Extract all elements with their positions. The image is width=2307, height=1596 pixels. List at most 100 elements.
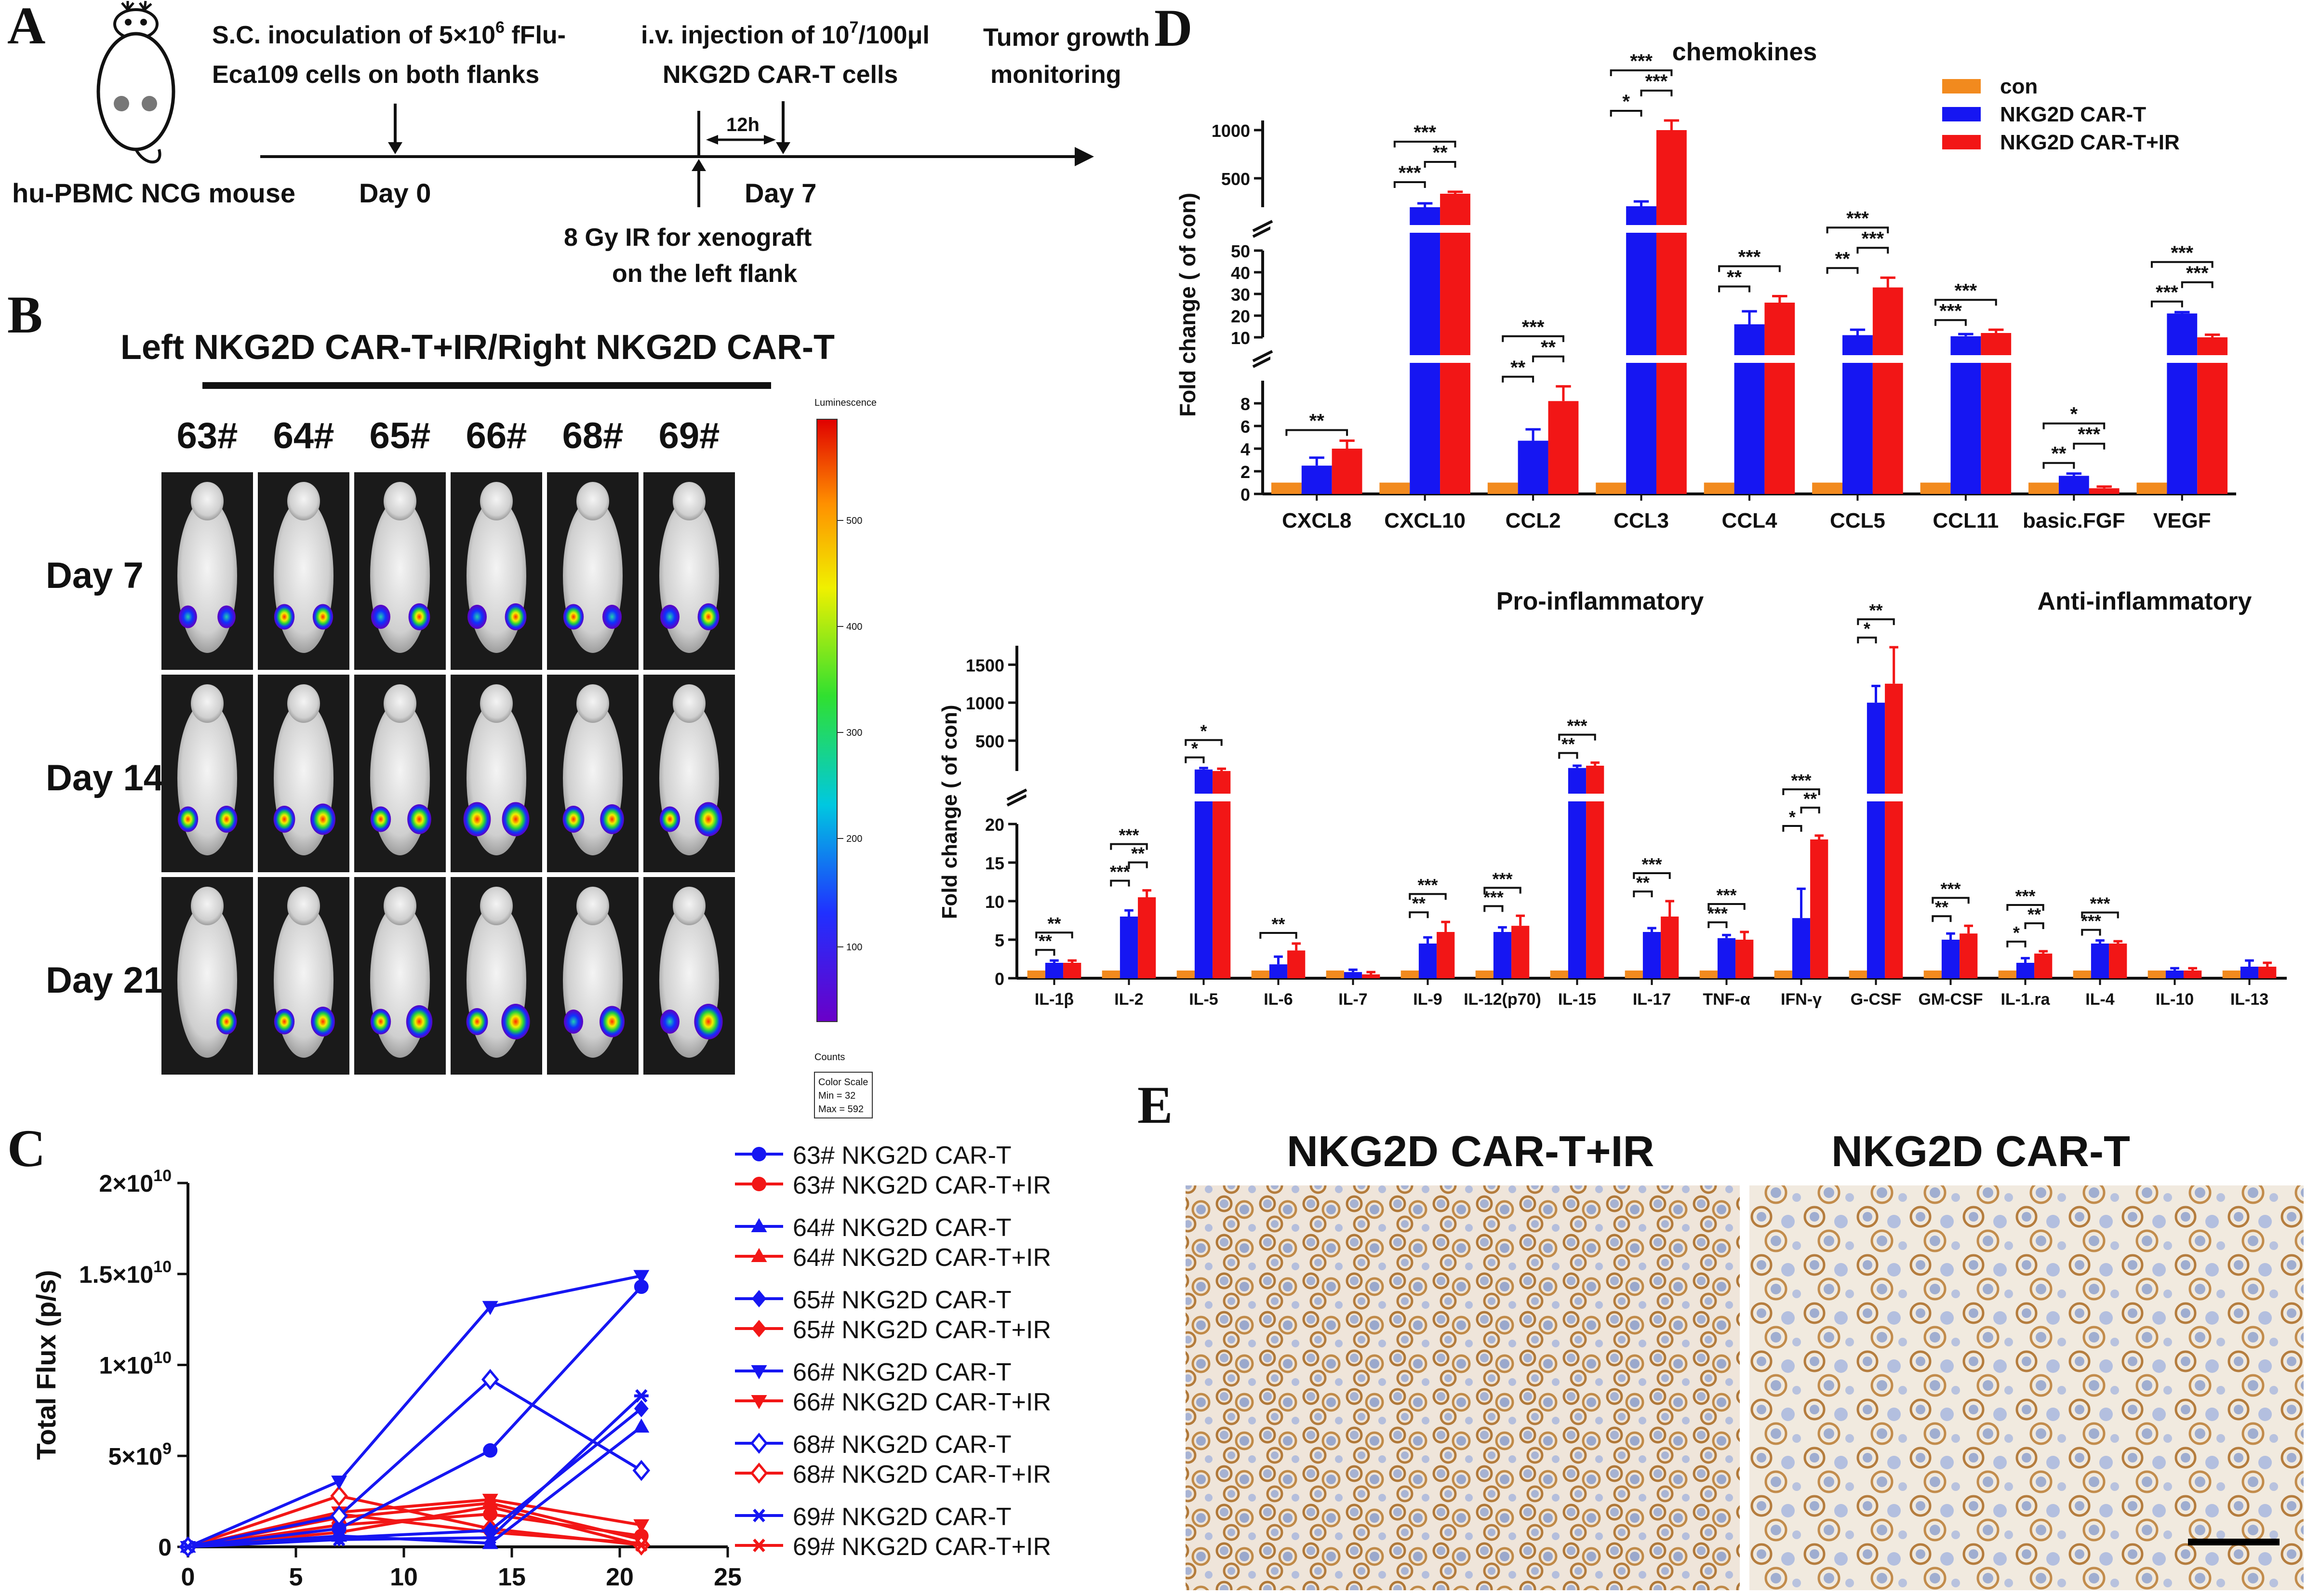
y-tick-label: 30 xyxy=(1231,285,1250,305)
legend-label: 63# NKG2D CAR-T+IR xyxy=(793,1171,1051,1199)
bli-image xyxy=(451,472,542,670)
axis-break xyxy=(1252,350,1273,362)
bar-car xyxy=(2167,313,2198,494)
legend-label: NKG2D CAR-T+IR xyxy=(2000,131,2180,154)
significance-label: *** xyxy=(1846,208,1869,229)
bar-car xyxy=(1792,918,1811,978)
significance-label: ** xyxy=(1510,357,1526,378)
significance-label: * xyxy=(1789,807,1796,827)
category-label: IL-12(p70) xyxy=(1464,990,1541,1009)
significance-label: *** xyxy=(1955,280,1977,301)
significance-label: *** xyxy=(1791,771,1811,790)
marker-triangle-down xyxy=(482,1301,498,1315)
mouse-head xyxy=(576,482,609,520)
bar-car xyxy=(1418,944,1437,978)
arrow-left-icon xyxy=(706,135,718,145)
bar-car xyxy=(2058,476,2089,494)
bar-con xyxy=(1326,971,1344,978)
significance-label: * xyxy=(1200,721,1207,741)
significance-bracket xyxy=(1558,752,1578,759)
panel-letter-d: D xyxy=(1154,0,1192,57)
significance-label: *** xyxy=(1119,825,1139,845)
significance-bracket xyxy=(1409,893,1447,900)
break-gap xyxy=(1624,794,1680,801)
bar-car xyxy=(2165,971,2184,978)
significance-label: *** xyxy=(1645,71,1668,92)
significance-bracket xyxy=(2150,261,2214,268)
marker-star-stroke xyxy=(182,1540,194,1554)
significance-label: *** xyxy=(1567,716,1587,736)
significance-bracket xyxy=(2081,929,2101,936)
significance-label: * xyxy=(1622,91,1630,112)
y-tick-exp: 9 xyxy=(162,1439,172,1458)
panel-letter-b: B xyxy=(7,285,42,344)
marker-star xyxy=(332,1532,347,1546)
bar-car xyxy=(1194,769,1213,978)
mouse-head xyxy=(480,482,513,520)
marker-triangle-down xyxy=(331,1476,347,1490)
mouse-id-68: 68# xyxy=(562,415,624,456)
colorbar-tick-label: 200 xyxy=(846,834,862,844)
break-gap xyxy=(1595,355,1688,363)
y-tick-label: 8 xyxy=(1240,394,1250,414)
y-tick-base: 1.5×10 xyxy=(79,1261,153,1288)
marker-star-stroke xyxy=(753,1539,765,1552)
bli-image xyxy=(643,472,735,670)
y-axis-label: Total Flux (p/s) xyxy=(31,1270,61,1460)
significance-bracket xyxy=(1424,161,1456,168)
mouse-id-69: 69# xyxy=(659,415,720,456)
left-tumor-signal xyxy=(370,806,391,832)
left-tumor-signal xyxy=(562,806,585,833)
bar-car xyxy=(1734,324,1765,494)
mouse-id-63: 63# xyxy=(177,415,238,456)
y-tick-label: 10 xyxy=(1231,328,1250,348)
bar-carir xyxy=(2034,953,2053,978)
y-axis-label: Fold change ( of con) xyxy=(1175,193,1200,417)
marker-diamond-open xyxy=(750,1463,768,1484)
break-gap xyxy=(1922,794,1979,801)
axis-break xyxy=(1252,226,1273,238)
ihc-label-left: NKG2D CAR-T+IR xyxy=(1287,1128,1654,1176)
significance-bracket xyxy=(1185,739,1223,746)
marker-diamond-open xyxy=(330,1485,348,1507)
break-gap xyxy=(1698,794,1755,801)
significance-label: *** xyxy=(1707,904,1728,923)
panel-a: A hu-PBMC NCG mouse S.C. inoculation of … xyxy=(7,0,1150,288)
chemokine-legend: con NKG2D CAR-T NKG2D CAR-T+IR xyxy=(1942,75,2180,154)
bar-carir xyxy=(1287,950,1306,978)
legend-label: NKG2D CAR-T xyxy=(2000,103,2146,126)
left-tumor-signal xyxy=(660,605,680,629)
significance-label: ** xyxy=(1309,411,1325,432)
significance-bracket xyxy=(1532,355,1564,362)
bar-car xyxy=(1518,440,1548,494)
significance-label: *** xyxy=(1483,887,1504,907)
category-label: basic.FGF xyxy=(2023,509,2125,532)
y-tick-label: 4 xyxy=(1240,439,1250,459)
day7-label: Day 7 xyxy=(745,178,816,208)
mouse-head xyxy=(191,887,224,925)
left-tumor-signal xyxy=(179,605,197,628)
bar-car xyxy=(2016,963,2035,978)
bar-car xyxy=(1344,972,1362,978)
bar-con xyxy=(2073,971,2091,978)
legend-swatch-carir xyxy=(1942,135,1981,149)
significance-bracket xyxy=(1110,843,1148,850)
mouse-id-65: 65# xyxy=(370,415,431,456)
marker-star-stroke xyxy=(333,1532,346,1546)
bli-image xyxy=(547,472,639,670)
significance-bracket xyxy=(1934,299,1997,306)
x-tick-label: 20 xyxy=(606,1563,634,1591)
marker-diamond-open xyxy=(750,1433,768,1454)
marker-star xyxy=(752,1509,766,1522)
bar-con xyxy=(1475,971,1494,978)
significance-bracket xyxy=(1826,267,1859,274)
colorbar-ticks: 500 400 300 200 100 xyxy=(837,516,862,953)
marker-diamond xyxy=(752,1290,766,1307)
legend-label: 66# NKG2D CAR-T xyxy=(793,1358,1012,1386)
ihc-image-car xyxy=(1749,1185,2304,1590)
category-label: IL-4 xyxy=(2085,990,2115,1009)
left-tumor-signal xyxy=(466,1008,488,1035)
significance-bracket xyxy=(1483,887,1521,894)
bli-image xyxy=(354,877,446,1075)
marker-triangle-up xyxy=(751,1218,767,1232)
